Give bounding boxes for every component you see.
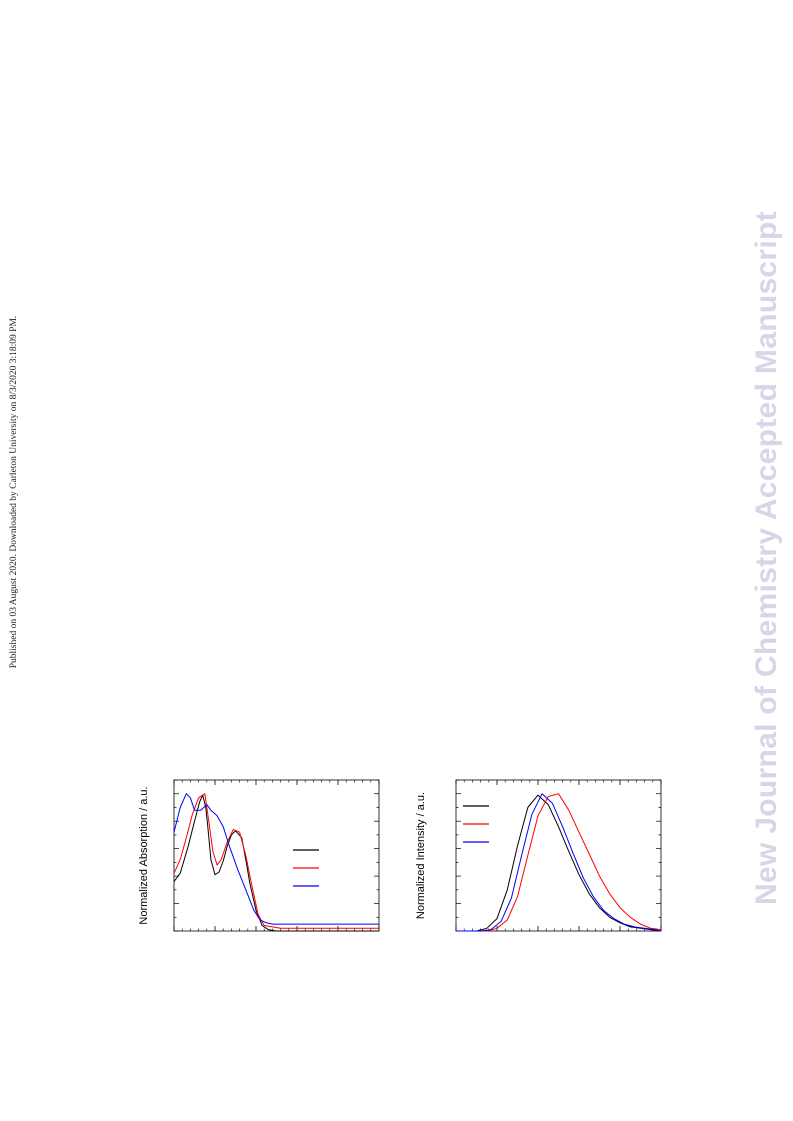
series-line-1 — [173, 794, 379, 932]
y-axis-label: Normalized Absorption / a.u. — [138, 786, 150, 924]
series-line-2 — [456, 793, 662, 932]
series-line-3 — [456, 793, 662, 932]
emission-chart: Normalized Intensity / a.u. — [415, 779, 662, 932]
series-line-2 — [173, 793, 379, 929]
absorption-chart: Normalized Absorption / a.u. — [138, 779, 380, 932]
series-line-1 — [456, 794, 662, 932]
plot-frame — [455, 779, 662, 932]
series-line-3 — [173, 793, 379, 925]
y-axis-label: Normalized Intensity / a.u. — [415, 792, 427, 919]
